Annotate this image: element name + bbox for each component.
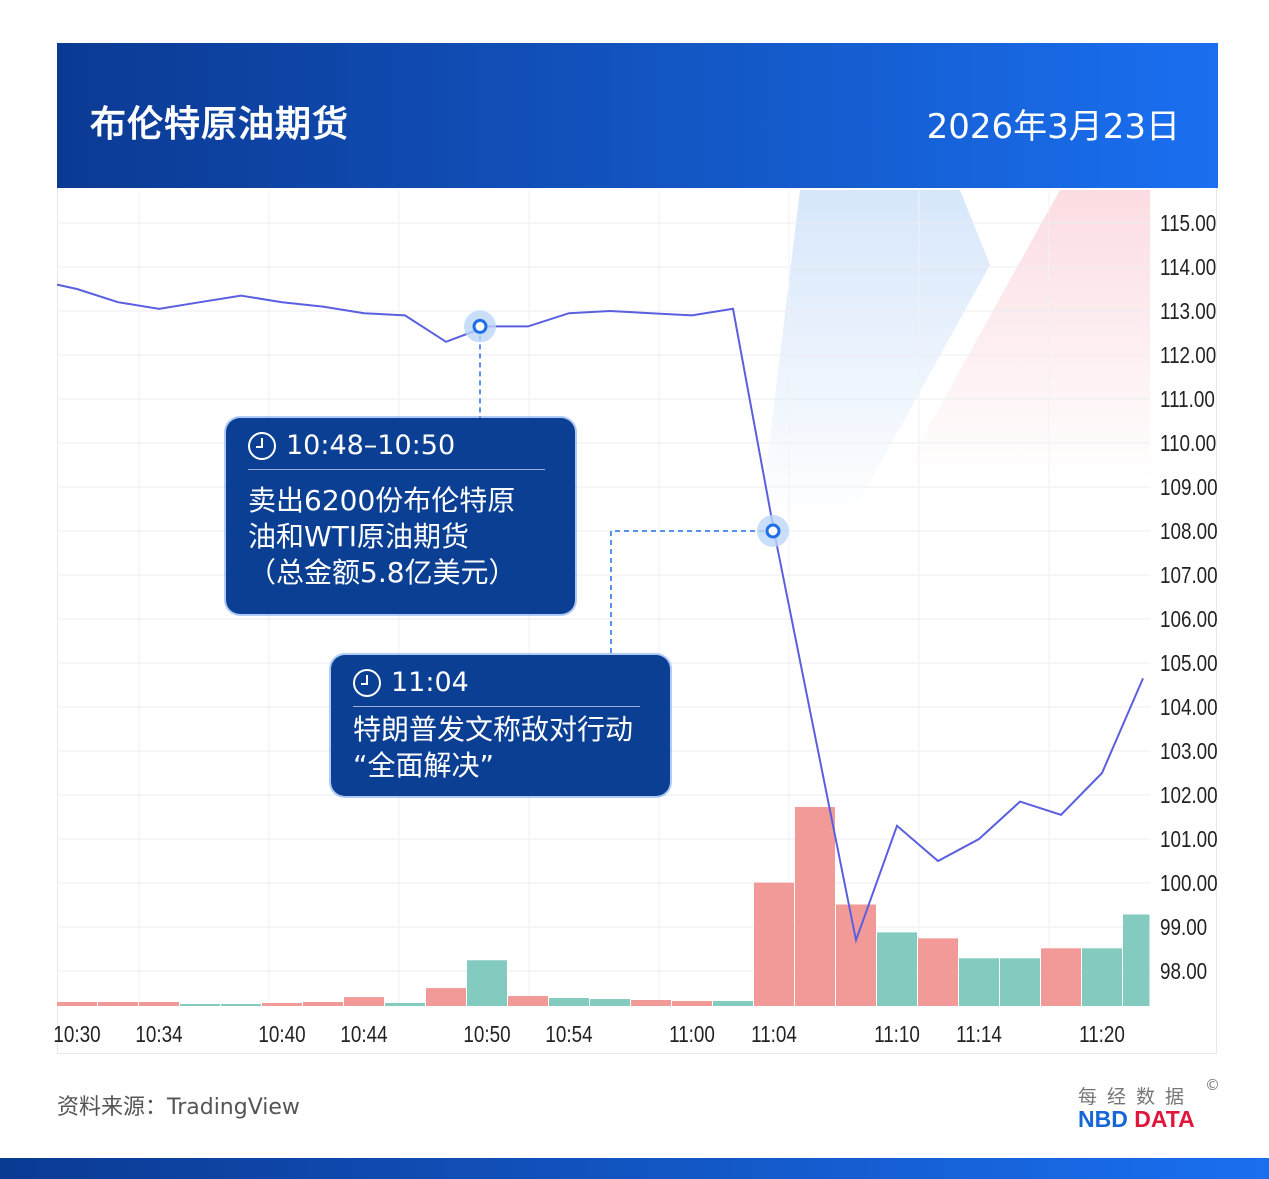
event-marker (765, 523, 781, 539)
brand-logo-en: NBD DATA (1078, 1106, 1195, 1133)
volume-bar (672, 1001, 712, 1006)
volume-bar (1082, 948, 1122, 1006)
volume-bar (467, 960, 507, 1006)
bottom-bar (0, 1158, 1269, 1179)
x-tick-label: 11:14 (956, 1022, 1002, 1047)
y-tick-label: 110.00 (1160, 431, 1216, 456)
x-tick-label: 11:04 (751, 1022, 797, 1047)
y-tick-label: 99.00 (1160, 915, 1207, 940)
decor-red-shape (910, 190, 1150, 480)
brand-data: DATA (1134, 1106, 1195, 1132)
y-tick-label: 111.00 (1160, 387, 1215, 412)
y-tick-label: 106.00 (1160, 607, 1218, 632)
x-tick-label: 11:20 (1079, 1022, 1125, 1047)
x-tick-label: 11:10 (874, 1022, 920, 1047)
x-tick-label: 10:50 (463, 1022, 510, 1047)
y-tick-label: 100.00 (1160, 871, 1218, 896)
callout-text: 卖出6200份布伦特原 油和WTI原油期货 （总金额5.8亿美元） (248, 484, 517, 589)
x-tick-label: 10:44 (340, 1022, 387, 1047)
volume-bar (1000, 958, 1040, 1006)
callout-divider (248, 469, 545, 470)
y-tick-label: 101.00 (1160, 827, 1218, 852)
x-tick-label: 11:00 (669, 1022, 715, 1047)
callout-divider (353, 706, 640, 707)
callout-time: 11:04 (391, 667, 469, 698)
callout-time: 10:48–10:50 (286, 430, 456, 461)
x-tick-label: 10:54 (545, 1022, 592, 1047)
volume-bar (631, 1000, 671, 1006)
volume-bar (959, 958, 999, 1006)
volume-bar (795, 807, 835, 1006)
volume-bar (57, 1002, 97, 1006)
volume-bar (549, 998, 589, 1006)
source-note: 资料来源：TradingView (57, 1095, 300, 1120)
y-tick-label: 105.00 (1160, 651, 1218, 676)
volume-bar (262, 1003, 302, 1006)
volume-bar (344, 997, 384, 1006)
y-tick-label: 113.00 (1160, 299, 1216, 324)
volume-bar (508, 996, 548, 1006)
callout-sell-orders: 10:48–10:50 卖出6200份布伦特原 油和WTI原油期货 （总金额5.… (226, 418, 575, 614)
y-tick-label: 112.00 (1160, 343, 1216, 368)
x-tick-label: 10:34 (135, 1022, 182, 1047)
brand-nbd: NBD (1078, 1106, 1128, 1132)
header-banner: 布伦特原油期货 2026年3月23日 (57, 43, 1218, 188)
callout-text: 特朗普发文称敌对行动 “全面解决” (353, 713, 634, 782)
volume-bar (180, 1004, 220, 1006)
volume-bar (877, 932, 917, 1006)
y-tick-label: 102.00 (1160, 783, 1218, 808)
copyright-mark: © (1205, 1076, 1220, 1094)
clock-icon (353, 668, 381, 697)
volume-bar (713, 1001, 753, 1006)
y-tick-label: 103.00 (1160, 739, 1218, 764)
volume-bar (590, 999, 630, 1006)
volume-bar (221, 1004, 261, 1006)
y-tick-label: 109.00 (1160, 475, 1218, 500)
y-tick-label: 115.00 (1160, 211, 1216, 236)
volume-bar (1041, 948, 1081, 1006)
chart-frame (57, 188, 1217, 1054)
x-tick-label: 10:40 (258, 1022, 305, 1047)
brand-logo-cn: 每经数据 (1078, 1086, 1195, 1108)
volume-bar (426, 988, 466, 1006)
y-tick-label: 108.00 (1160, 519, 1218, 544)
event-marker (472, 318, 488, 334)
volume-bar (139, 1002, 179, 1006)
y-tick-label: 104.00 (1160, 695, 1218, 720)
volume-bar (303, 1002, 343, 1006)
chart-date: 2026年3月23日 (926, 107, 1180, 147)
leader-line (610, 530, 773, 655)
y-tick-label: 98.00 (1160, 959, 1207, 984)
chart-title: 布伦特原油期货 (90, 104, 350, 145)
y-tick-label: 114.00 (1160, 255, 1216, 280)
volume-bar (98, 1002, 138, 1006)
y-tick-label: 107.00 (1160, 563, 1218, 588)
clock-icon (248, 431, 276, 460)
x-tick-label: 10:30 (53, 1022, 100, 1047)
volume-bar (754, 882, 794, 1006)
callout-trump-post: 11:04 特朗普发文称敌对行动 “全面解决” (331, 655, 670, 796)
volume-bar (385, 1003, 425, 1006)
volume-bar (1123, 914, 1150, 1006)
volume-bar (918, 938, 958, 1006)
volume-bar (836, 904, 876, 1006)
